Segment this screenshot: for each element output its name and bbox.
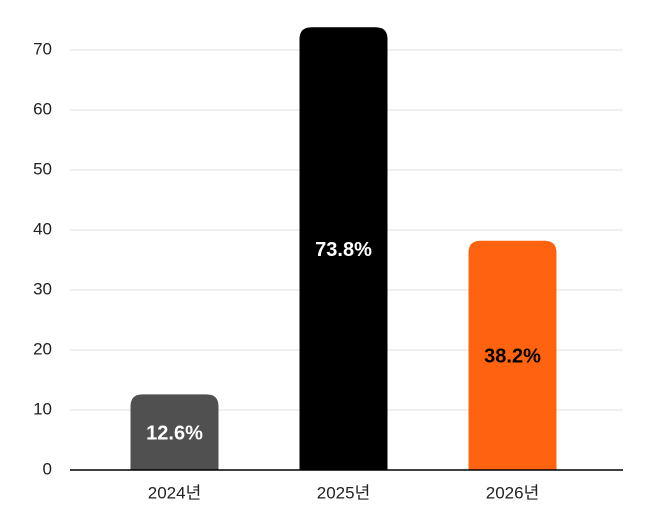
bar bbox=[299, 27, 388, 470]
y-tick-label: 0 bbox=[43, 459, 52, 478]
bar bbox=[130, 394, 219, 470]
y-tick-label: 10 bbox=[33, 399, 52, 418]
y-tick-label: 20 bbox=[33, 339, 52, 358]
x-tick-label: 2025년 bbox=[317, 483, 370, 502]
x-tick-label: 2026년 bbox=[486, 483, 539, 502]
y-tick-label: 30 bbox=[33, 279, 52, 298]
x-tick-label: 2024년 bbox=[148, 483, 201, 502]
y-tick-label: 40 bbox=[33, 219, 52, 238]
value-label: 73.8% bbox=[315, 239, 372, 261]
y-tick-label: 60 bbox=[33, 99, 52, 118]
value-label: 38.2% bbox=[484, 346, 541, 368]
y-tick-label: 50 bbox=[33, 159, 52, 178]
bar bbox=[468, 240, 557, 470]
y-tick-label: 70 bbox=[33, 39, 52, 58]
value-label: 12.6% bbox=[146, 422, 203, 444]
